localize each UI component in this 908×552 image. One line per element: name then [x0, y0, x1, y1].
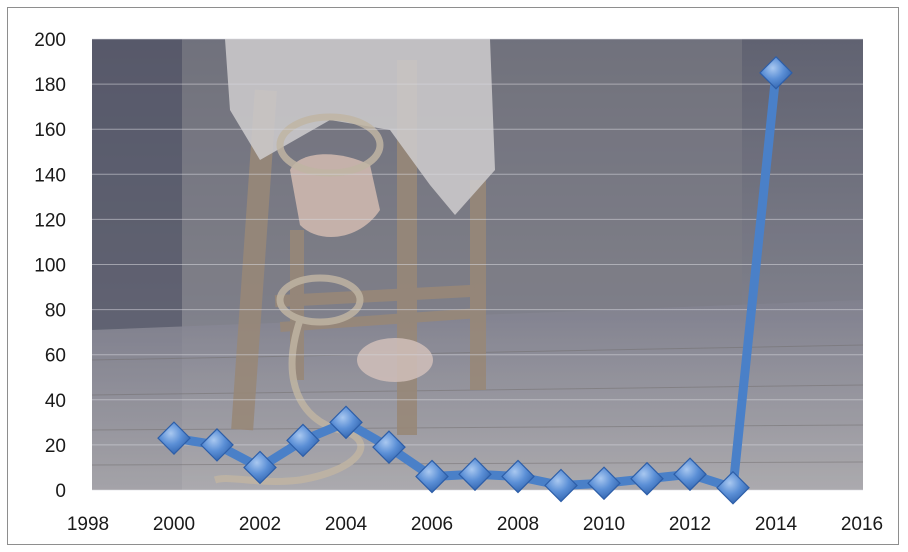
data-point-2011	[630, 461, 664, 496]
x-tick-label: 2004	[325, 514, 368, 535]
y-axis-ticks: 0 20 40 60 80 100 120 140 160 180 200	[34, 30, 66, 502]
x-tick-label: 2000	[153, 514, 195, 535]
data-point-2013	[716, 470, 750, 505]
y-tick-label: 100	[34, 256, 66, 277]
x-tick-label: 2016	[841, 514, 883, 535]
y-tick-label: 140	[34, 165, 66, 186]
x-tick-label: 2014	[755, 514, 798, 535]
data-point-2006	[415, 459, 449, 494]
data-point-2010	[587, 466, 621, 501]
data-point-2008	[501, 459, 535, 494]
data-point-2012	[673, 457, 707, 492]
x-tick-label: 2012	[669, 514, 711, 535]
y-tick-label: 80	[45, 301, 66, 322]
y-tick-label: 0	[55, 481, 66, 502]
x-axis-ticks: 1998 2000 2002 2004 2006 2008 2010 2012 2014 2016	[67, 514, 883, 535]
data-point-2007	[458, 457, 492, 492]
data-point-2000	[157, 421, 191, 455]
y-tick-label: 20	[45, 436, 66, 457]
y-tick-label: 40	[45, 391, 66, 412]
series-markers	[157, 55, 793, 505]
y-tick-label: 160	[34, 120, 66, 141]
data-point-2009	[544, 468, 578, 503]
y-tick-label: 180	[34, 75, 66, 96]
data-point-2002	[243, 450, 277, 485]
x-tick-label: 1998	[67, 514, 109, 535]
x-tick-label: 2010	[583, 514, 625, 535]
y-tick-label: 60	[45, 346, 66, 367]
data-point-2014	[759, 55, 793, 90]
y-tick-label: 200	[34, 30, 66, 51]
y-tick-label: 120	[34, 210, 66, 231]
data-point-2001	[200, 428, 234, 462]
x-tick-label: 2002	[239, 514, 281, 535]
data-point-2005	[372, 430, 406, 465]
data-point-2004	[329, 405, 363, 440]
x-tick-label: 2006	[411, 514, 453, 535]
data-point-2003	[286, 423, 320, 458]
x-tick-label: 2008	[497, 514, 539, 535]
